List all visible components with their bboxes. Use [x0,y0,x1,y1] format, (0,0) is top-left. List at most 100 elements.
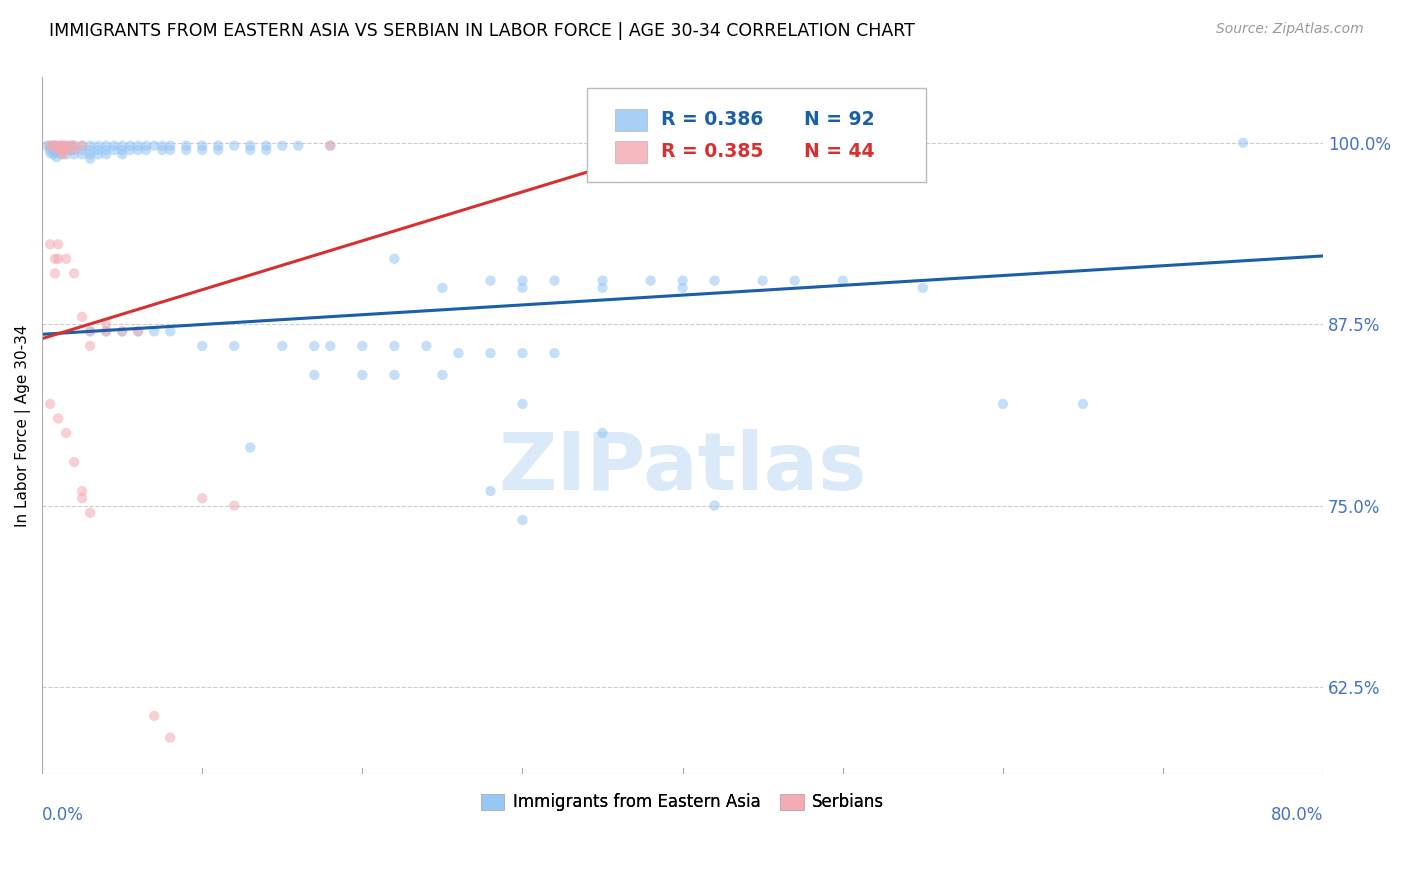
Text: N = 92: N = 92 [804,111,875,129]
Point [79,152,101,166]
Point [96,325,118,339]
FancyBboxPatch shape [586,88,927,182]
Point [512,346,534,360]
Point [39,138,62,153]
Point [319,138,342,153]
Point [45,142,67,156]
Point [159,138,181,153]
Point [911,281,934,295]
Point [120,143,142,157]
Point [79,506,101,520]
Point [87,138,110,153]
Point [384,339,406,353]
Point [1071,397,1094,411]
Point [70,143,93,157]
Point [207,143,229,157]
Point [46,411,69,425]
Point [703,274,725,288]
Point [111,138,134,153]
Point [224,138,246,153]
Point [127,143,149,157]
Text: IMMIGRANTS FROM EASTERN ASIA VS SERBIAN IN LABOR FORCE | AGE 30-34 CORRELATION C: IMMIGRANTS FROM EASTERN ASIA VS SERBIAN … [49,22,915,40]
Point [783,274,806,288]
Point [640,274,662,288]
Point [63,266,86,280]
Point [512,513,534,527]
Point [70,310,93,324]
Point [479,346,502,360]
Point [52,138,75,153]
Point [55,138,77,153]
Point [111,325,134,339]
Legend: Immigrants from Eastern Asia, Serbians: Immigrants from Eastern Asia, Serbians [474,787,891,818]
Point [70,147,93,161]
Point [55,147,77,161]
Point [224,339,246,353]
Point [55,143,77,157]
Point [543,346,565,360]
Point [96,317,118,331]
Point [672,274,695,288]
Point [51,143,73,157]
Point [51,143,73,157]
Point [191,138,214,153]
Point [63,147,86,161]
Point [143,709,166,723]
Point [59,138,82,153]
Point [46,143,69,157]
Point [79,325,101,339]
Point [384,368,406,382]
Point [447,346,470,360]
Point [45,145,67,160]
Point [592,281,614,295]
Point [319,339,342,353]
Point [135,138,157,153]
Y-axis label: In Labor Force | Age 30-34: In Labor Force | Age 30-34 [15,325,31,527]
Point [479,483,502,498]
Text: 80.0%: 80.0% [1271,806,1323,824]
Point [271,138,294,153]
Point [432,368,454,382]
Point [239,441,262,455]
Text: R = 0.385: R = 0.385 [661,143,763,161]
Point [512,281,534,295]
Point [191,143,214,157]
Point [135,143,157,157]
Point [543,274,565,288]
Point [111,147,134,161]
Point [51,138,73,153]
Point [159,731,181,745]
Point [39,397,62,411]
FancyBboxPatch shape [614,109,647,131]
Point [143,325,166,339]
Point [592,274,614,288]
Point [79,138,101,153]
Point [79,143,101,157]
Point [304,339,326,353]
Point [96,143,118,157]
Point [512,274,534,288]
Point [150,143,173,157]
Point [415,339,437,353]
Point [70,491,93,506]
Point [127,325,149,339]
Point [51,147,73,161]
Point [96,325,118,339]
Point [512,397,534,411]
Point [79,325,101,339]
Point [63,455,86,469]
Point [55,252,77,266]
Point [352,368,374,382]
Point [55,138,77,153]
Point [103,138,125,153]
Point [44,252,66,266]
Text: Source: ZipAtlas.com: Source: ZipAtlas.com [1216,22,1364,37]
Point [42,147,65,161]
Point [46,138,69,153]
Point [127,138,149,153]
Point [39,237,62,252]
Point [39,143,62,157]
Point [191,491,214,506]
Point [287,138,309,153]
Point [143,138,166,153]
